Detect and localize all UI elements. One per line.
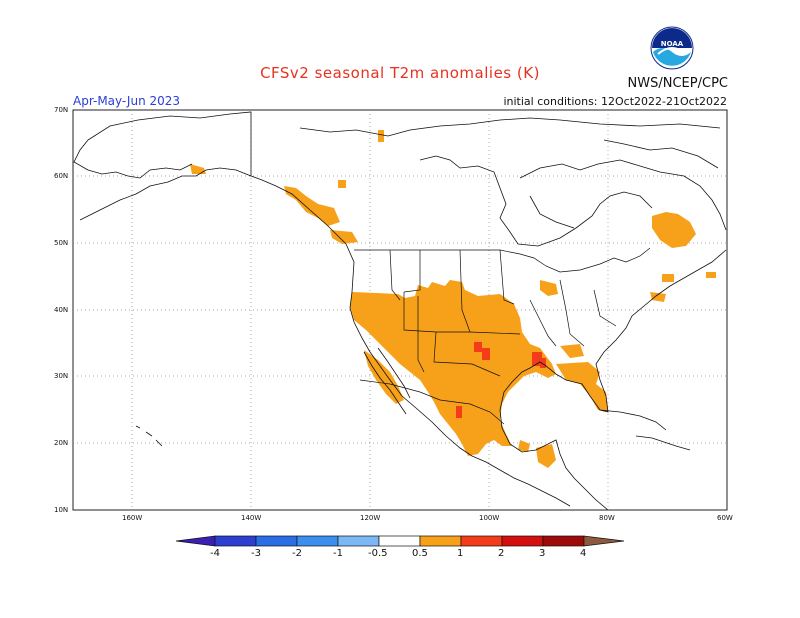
political-borders: [354, 247, 651, 425]
colorbar-label: 4: [580, 548, 587, 559]
colorbar-label: 0.5: [412, 548, 428, 559]
season-label: Apr-May-Jun 2023: [73, 94, 181, 108]
lon-label: 120W: [360, 514, 381, 522]
colorbar-label: -4: [210, 548, 220, 559]
lon-label: 160W: [122, 514, 143, 522]
coastlines: [73, 111, 727, 511]
logo-text: NOAA: [661, 40, 684, 48]
lon-label: 80W: [599, 514, 615, 522]
lat-label: 10N: [54, 506, 69, 514]
lon-label: 140W: [241, 514, 262, 522]
colorbar-label: 3: [539, 548, 546, 559]
colorbar-label: 1: [457, 548, 464, 559]
colorbar-label: -1: [333, 548, 343, 559]
colorbar-label: -0.5: [368, 548, 388, 559]
lat-label: 50N: [54, 239, 69, 247]
map-title: CFSv2 seasonal T2m anomalies (K): [260, 64, 540, 82]
colorbar-label: 2: [498, 548, 505, 559]
anomaly-shading-1: [456, 342, 546, 418]
anomaly-shading-0-5: [190, 130, 716, 468]
lon-label: 60W: [717, 514, 733, 522]
initial-conditions-label: initial conditions: 12Oct2022-21Oct2022: [503, 95, 727, 108]
organization-label: NWS/NCEP/CPC: [627, 76, 728, 91]
colorbar-label: -3: [251, 548, 261, 559]
lat-label: 20N: [54, 439, 69, 447]
lat-label: 70N: [54, 106, 69, 114]
lat-label: 60N: [54, 172, 69, 180]
noaa-logo: NOAA: [650, 26, 694, 70]
colorbar-label: -2: [292, 548, 302, 559]
lon-label: 100W: [479, 514, 500, 522]
lat-label: 30N: [54, 372, 69, 380]
lat-label: 40N: [54, 306, 69, 314]
